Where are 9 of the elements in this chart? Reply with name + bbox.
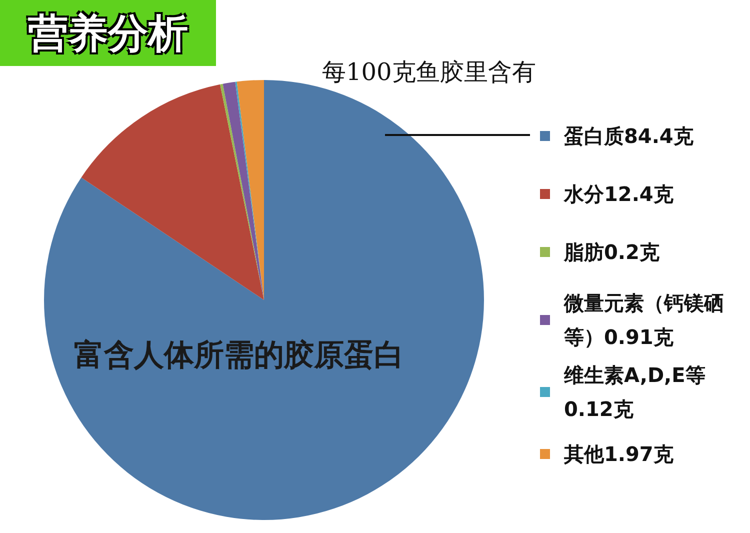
legend-label: 其他1.97克: [564, 441, 674, 468]
legend-label: 脂肪0.2克: [564, 239, 660, 266]
legend-label: 维生素A,D,E等0.12克: [564, 362, 706, 423]
legend-label: 水分12.4克: [564, 181, 674, 208]
legend-label: 微量元素（钙镁硒等）0.91克: [564, 290, 725, 351]
legend-label: 蛋白质84.4克: [564, 123, 694, 150]
chart-subtitle: 每100克鱼胶里含有: [322, 57, 536, 88]
chart-title: 营养分析: [28, 8, 188, 58]
text: 富含人体所需的胶原蛋白: [74, 338, 404, 373]
